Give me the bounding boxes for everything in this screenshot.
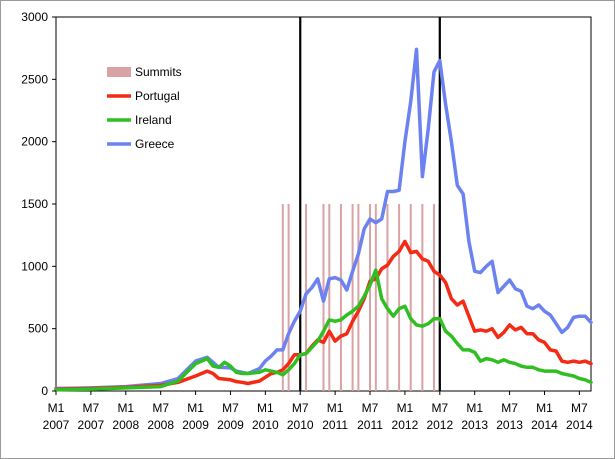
legend-label-portugal: Portugal [135,89,180,103]
x-tick-label-month: M1 [48,401,65,415]
summit-bar [421,204,424,391]
summit-bar [351,204,354,391]
x-tick-label-month: M1 [536,401,553,415]
x-tick-label-month: M1 [257,401,274,415]
y-tick-label: 500 [28,322,48,336]
legend-swatch-summits [107,67,131,77]
period-markers [299,17,441,391]
x-tick-label-month: M1 [397,401,414,415]
y-tick-label: 1500 [21,197,48,211]
x-tick-label-year: 2009 [217,418,244,432]
summit-bar [281,204,284,391]
legend-label-summits: Summits [135,65,182,79]
x-tick-label-month: M7 [431,401,448,415]
x-tick-label-year: 2012 [426,418,453,432]
y-tick-label: 2000 [21,135,48,149]
series-lines [54,47,593,392]
x-tick-label-month: M1 [187,401,204,415]
x-tick-label-month: M7 [292,401,309,415]
y-tick-label: 0 [41,384,48,398]
x-tick-label-month: M7 [571,401,588,415]
summit-bar [287,204,290,391]
x-tick-label-month: M7 [362,401,379,415]
summit-bar [374,204,377,391]
x-tick-label-month: M1 [466,401,483,415]
x-tick-label-year: 2013 [461,418,488,432]
summit-bar [328,204,331,391]
x-tick-label-year: 2014 [566,418,593,432]
series-line-ireland [54,268,593,392]
x-tick-label-year: 2014 [531,418,558,432]
x-tick-label-month: M1 [117,401,134,415]
x-tick-label-year: 2011 [357,418,383,432]
x-tick-label-month: M7 [152,401,169,415]
summit-bar [386,204,389,391]
x-tick-label-year: 2011 [322,418,348,432]
x-tick-label-month: M1 [327,401,344,415]
x-tick-label-year: 2010 [287,418,314,432]
summit-bar [339,204,342,391]
x-tick-label-year: 2007 [78,418,105,432]
y-tick-label: 2500 [21,72,48,86]
x-tick-label-month: M7 [501,401,518,415]
x-axis-ticks: M1 2007 M7 2007 M1 2008 M7 2008 M1 2009 M7 2009 M1 20… [43,391,593,432]
summit-bar [398,204,401,391]
x-tick-label-month: M7 [222,401,239,415]
x-tick-label-year: 2012 [392,418,419,432]
x-tick-label-year: 2013 [496,418,523,432]
series-line-portugal [54,239,593,391]
legend: Summits Portugal Ireland Greece [107,65,182,151]
x-tick-label-year: 2008 [112,418,139,432]
x-tick-label-year: 2009 [182,418,209,432]
y-axis-ticks: 0 500 1000 1500 2000 2500 3000 [21,10,56,398]
summit-bar [409,204,412,391]
x-tick-label-year: 2007 [43,418,70,432]
x-tick-label-month: M7 [83,401,100,415]
y-tick-label: 3000 [21,10,48,24]
y-tick-label: 1000 [21,259,48,273]
summit-bar [357,204,360,391]
x-tick-label-year: 2010 [252,418,279,432]
legend-label-greece: Greece [135,137,175,151]
legend-label-ireland: Ireland [135,113,172,127]
summit-bar [369,204,372,391]
summit-bar [432,204,435,391]
x-tick-label-year: 2008 [147,418,174,432]
